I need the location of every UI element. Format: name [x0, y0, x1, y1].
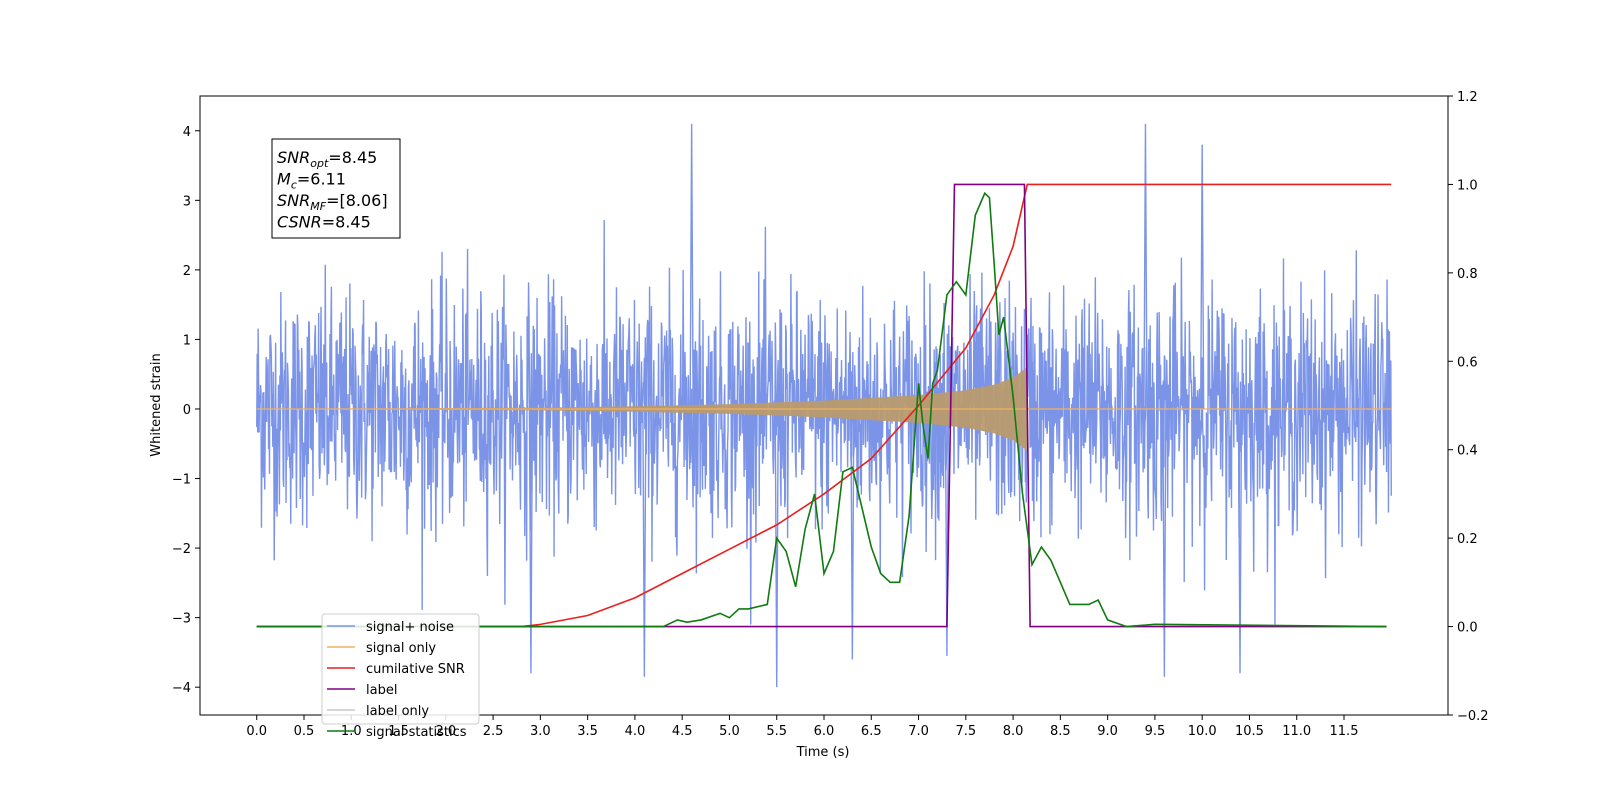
series-signal-noise-peak: [642, 408, 647, 677]
series-signal-noise-peak: [850, 408, 855, 660]
y-tick-label: 1: [183, 333, 191, 348]
y-axis-label: Whitened strain: [149, 353, 164, 456]
y-tick-label: −4: [172, 681, 191, 696]
series-cumilative-snr: [256, 183, 1392, 628]
x-tick-label: 9.5: [1145, 724, 1166, 739]
y-tick-label: 3: [183, 194, 191, 209]
legend-frame: [321, 613, 480, 725]
x-tick-label: 5.0: [719, 724, 740, 739]
x-tick-label: 0.5: [294, 724, 315, 739]
y2-tick-label: 1.0: [1457, 178, 1478, 193]
x-tick-label: 5.5: [766, 724, 787, 739]
series-signal-noise-peak: [1199, 144, 1205, 409]
y2-tick-label: 1.2: [1457, 90, 1478, 105]
x-tick-label: 11.0: [1282, 724, 1311, 739]
series-signal-noise-peak: [1162, 408, 1167, 677]
x-tick-label: 10.5: [1235, 724, 1264, 739]
annotation-line: Mc=6.11: [277, 170, 346, 192]
y2-tick-label: 0.8: [1457, 267, 1478, 282]
y2-tick-label: 0.0: [1457, 621, 1478, 636]
x-tick-label: 0.0: [246, 724, 267, 739]
legend-label: label only: [366, 704, 429, 719]
x-tick-label: 4.0: [625, 724, 646, 739]
y-tick-label: −2: [172, 542, 191, 557]
y-tick-label: −3: [172, 612, 191, 627]
y2-tick-label: 0.4: [1457, 444, 1478, 459]
x-tick-label: 2.5: [483, 724, 504, 739]
legend-label: signal statistics: [366, 725, 467, 740]
y2-tick-label: 0.2: [1457, 532, 1478, 547]
x-tick-label: 6.5: [861, 724, 882, 739]
x-tick-label: 3.5: [577, 724, 598, 739]
legend-label: label: [366, 683, 397, 698]
x-tick-label: 4.5: [672, 724, 693, 739]
x-tick-label: 2.0: [435, 724, 456, 739]
x-tick-label: 8.0: [1003, 724, 1024, 739]
axes: 0.0 0.5 1.0 1.5 2.0 2.5 3.0 3.5 4.0 4.5 5.0 5.5 6.0 6…: [172, 90, 1489, 739]
series-signal-noise: [256, 219, 1392, 625]
series-signal-noise-peak: [944, 408, 950, 656]
series-label: [256, 183, 1387, 628]
legend-label: signal+ noise: [366, 620, 454, 635]
legend: signal+ noise signal only cumilative SNR la…: [321, 613, 480, 740]
y2-tick-label: 0.6: [1457, 355, 1478, 370]
x-tick-label: 7.0: [908, 724, 929, 739]
x-tick-label: 10.0: [1188, 724, 1217, 739]
y2-tick-label: −0.2: [1457, 709, 1489, 724]
annotation-line: SNRopt=8.45: [277, 148, 377, 170]
annotation-line: CSNR=8.45: [277, 213, 371, 232]
annotation-line: SNRMF=[8.06]: [277, 191, 388, 213]
x-tick-label: 9.0: [1097, 724, 1118, 739]
x-tick-label: 11.5: [1330, 724, 1359, 739]
y-tick-label: 2: [183, 264, 191, 279]
y-tick-label: −1: [172, 473, 191, 488]
x-tick-label: 6.0: [814, 724, 835, 739]
series-signal-noise-peak: [689, 123, 694, 409]
legend-label: cumilative SNR: [366, 662, 465, 677]
x-tick-label: 8.5: [1050, 724, 1071, 739]
y-tick-label: 0: [183, 403, 191, 418]
x-tick-label: 7.5: [955, 724, 976, 739]
series-signal-noise-peak: [1143, 123, 1148, 409]
x-tick-label: 1.5: [388, 724, 409, 739]
legend-label: signal only: [366, 641, 436, 656]
x-axis-label: Time (s): [796, 745, 850, 760]
y-tick-label: 4: [183, 125, 191, 140]
series-signal-statistics: [256, 191, 1387, 628]
plot-area: [256, 123, 1392, 688]
annotation-frame: [271, 138, 401, 239]
x-tick-label: 3.0: [530, 724, 551, 739]
